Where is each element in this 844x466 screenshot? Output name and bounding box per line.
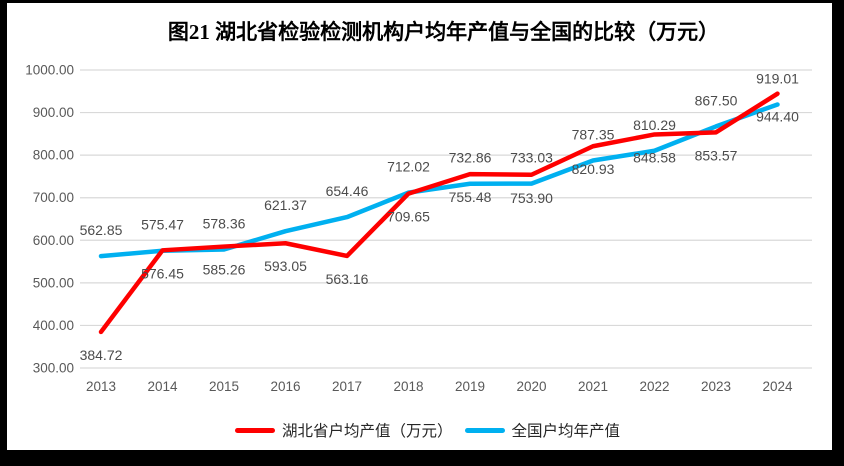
legend-label-national: 全国户均年产值 xyxy=(511,423,621,440)
legend-label-hubei: 湖北省户均产值（万元） xyxy=(281,423,453,440)
data-label-hubei: 593.05 xyxy=(264,258,307,274)
data-label-hubei: 384.72 xyxy=(80,347,123,363)
data-label-hubei: 576.45 xyxy=(141,265,184,281)
y-axis-tick-label: 900.00 xyxy=(33,105,74,120)
legend-item-national: 全国户均年产值 xyxy=(464,419,621,441)
data-label-national: 787.35 xyxy=(572,127,615,143)
data-label-national: 562.85 xyxy=(80,222,123,238)
x-axis-label: 2013 xyxy=(86,379,116,394)
data-label-hubei: 944.40 xyxy=(756,109,799,125)
data-label-national: 732.86 xyxy=(449,150,492,166)
data-label-national: 575.47 xyxy=(141,217,184,233)
x-axis-label: 2021 xyxy=(578,379,608,394)
data-label-hubei: 753.90 xyxy=(510,190,553,206)
data-label-hubei: 585.26 xyxy=(203,262,246,278)
y-axis-tick-label: 800.00 xyxy=(33,148,74,163)
x-axis-label: 2015 xyxy=(209,379,239,394)
hubei-line-swatch xyxy=(234,427,275,433)
legend: 湖北省户均产值（万元） 全国户均年产值 xyxy=(7,419,832,441)
data-label-hubei: 563.16 xyxy=(326,271,369,287)
data-label-national: 919.01 xyxy=(756,70,799,86)
data-label-hubei: 709.65 xyxy=(387,209,430,225)
x-axis-label: 2024 xyxy=(762,379,793,394)
x-axis-label: 2014 xyxy=(147,379,178,394)
data-label-national: 867.50 xyxy=(695,92,738,108)
chart-title: 图21 湖北省检验检测机构户均年产值与全国的比较（万元） xyxy=(167,20,720,44)
data-label-hubei: 853.57 xyxy=(695,147,738,163)
data-label-national: 810.29 xyxy=(633,117,676,133)
series-line-national xyxy=(98,102,780,259)
x-axis-label: 2020 xyxy=(516,379,546,394)
data-label-national: 578.36 xyxy=(203,215,246,231)
x-axis-label: 2023 xyxy=(701,379,731,394)
y-axis-tick-label: 500.00 xyxy=(33,275,74,290)
x-axis-label: 2019 xyxy=(455,379,485,394)
y-axis-tick-label: 1000.00 xyxy=(25,63,74,78)
data-label-national: 733.03 xyxy=(510,150,553,166)
data-label-hubei: 820.93 xyxy=(572,161,615,177)
data-label-national: 712.02 xyxy=(387,159,430,175)
data-label-national: 654.46 xyxy=(326,183,369,199)
x-axis-label: 2016 xyxy=(270,379,300,394)
series-line-hubei xyxy=(98,91,780,335)
data-label-national: 621.37 xyxy=(264,197,307,213)
y-axis-tick-label: 600.00 xyxy=(33,233,74,248)
x-axis-label: 2018 xyxy=(393,379,423,394)
data-label-hubei: 755.48 xyxy=(449,189,492,205)
x-axis-label: 2017 xyxy=(332,379,362,394)
y-axis-tick-label: 300.00 xyxy=(33,361,74,376)
y-axis-tick-label: 700.00 xyxy=(33,190,74,205)
data-label-hubei: 848.58 xyxy=(633,149,676,165)
y-axis-tick-label: 400.00 xyxy=(33,318,74,333)
chart-canvas: 图21 湖北省检验检测机构户均年产值与全国的比较（万元） 300.00 400.0… xyxy=(7,3,832,450)
x-axis-label: 2022 xyxy=(639,379,669,394)
line-chart: 300.00 400.00 500.00 600.00 700.00 800.00 900.… xyxy=(25,63,812,394)
legend-item-hubei: 湖北省户均产值（万元） xyxy=(234,419,453,441)
national-line-swatch xyxy=(464,427,505,433)
